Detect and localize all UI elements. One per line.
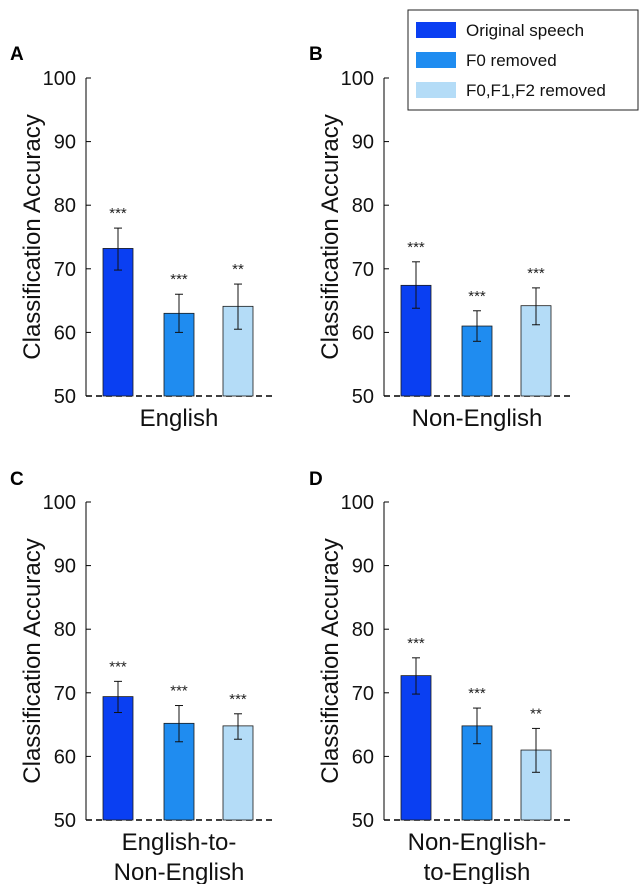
legend: Original speech F0 removed F0,F1,F2 remove… [407, 9, 639, 111]
panel-c: C 50 60 70 80 90 100 Classification Accuracy ***… [10, 469, 276, 884]
x-axis-label: to-English [424, 859, 531, 884]
panel-b: B 50 60 70 80 90 100 Classification Accuracy ***… [309, 44, 574, 432]
y-tick-label: 80 [54, 195, 76, 217]
legend-label: Original speech [466, 21, 584, 40]
panel-letter: D [309, 469, 323, 490]
y-tick-label: 60 [352, 322, 374, 344]
x-axis-label: English [140, 405, 219, 432]
y-tick-label: 70 [352, 683, 374, 705]
y-axis-label: Classification Accuracy [317, 538, 344, 783]
panel-letter: B [309, 44, 323, 65]
legend-label: F0 removed [466, 51, 557, 70]
x-axis-label: English-to- [122, 829, 237, 856]
bar-f0-f1-f2-removed [222, 725, 254, 821]
y-tick-label: 90 [54, 556, 76, 578]
y-tick-label: 60 [54, 746, 76, 768]
x-axis-label: Non-English- [408, 829, 547, 856]
legend-label: F0,F1,F2 removed [466, 81, 606, 100]
y-tick-label: 80 [352, 619, 374, 641]
y-tick-label: 90 [352, 132, 374, 154]
y-tick-label: 100 [43, 492, 76, 514]
significance-label: ** [232, 261, 244, 278]
significance-label: *** [109, 205, 127, 222]
bar-original-speech [102, 248, 134, 397]
bar-original-speech [400, 675, 432, 821]
y-tick-label: 100 [341, 68, 374, 90]
bar-f0-removed [461, 325, 493, 397]
y-tick-label: 50 [54, 810, 76, 832]
y-tick-label: 50 [54, 386, 76, 408]
y-tick-label: 90 [54, 132, 76, 154]
significance-label: *** [170, 271, 188, 288]
significance-label: *** [407, 239, 425, 256]
y-tick-label: 60 [54, 322, 76, 344]
y-tick-label: 100 [43, 68, 76, 90]
panel-letter: C [10, 469, 24, 490]
bar-original-speech [102, 696, 134, 821]
significance-label: *** [407, 635, 425, 652]
legend-swatch [416, 82, 456, 98]
legend-swatch [416, 22, 456, 38]
panel-letter: A [10, 44, 24, 65]
x-axis-label: Non-English [412, 405, 543, 432]
y-tick-label: 70 [54, 259, 76, 281]
significance-label: *** [170, 683, 188, 700]
y-tick-label: 80 [54, 619, 76, 641]
significance-label: ** [530, 705, 542, 722]
y-tick-label: 50 [352, 386, 374, 408]
y-tick-label: 70 [352, 259, 374, 281]
significance-label: *** [468, 288, 486, 305]
significance-label: *** [229, 691, 247, 708]
y-tick-label: 50 [352, 810, 374, 832]
y-tick-label: 100 [341, 492, 374, 514]
y-axis-label: Classification Accuracy [19, 114, 46, 359]
y-tick-label: 90 [352, 556, 374, 578]
significance-label: *** [109, 658, 127, 675]
significance-label: *** [527, 265, 545, 282]
x-axis-label: Non-English [114, 859, 245, 884]
y-tick-label: 80 [352, 195, 374, 217]
legend-swatch [416, 52, 456, 68]
significance-label: *** [468, 685, 486, 702]
y-tick-label: 70 [54, 683, 76, 705]
y-axis-label: Classification Accuracy [19, 538, 46, 783]
y-axis-label: Classification Accuracy [317, 114, 344, 359]
y-tick-label: 60 [352, 746, 374, 768]
